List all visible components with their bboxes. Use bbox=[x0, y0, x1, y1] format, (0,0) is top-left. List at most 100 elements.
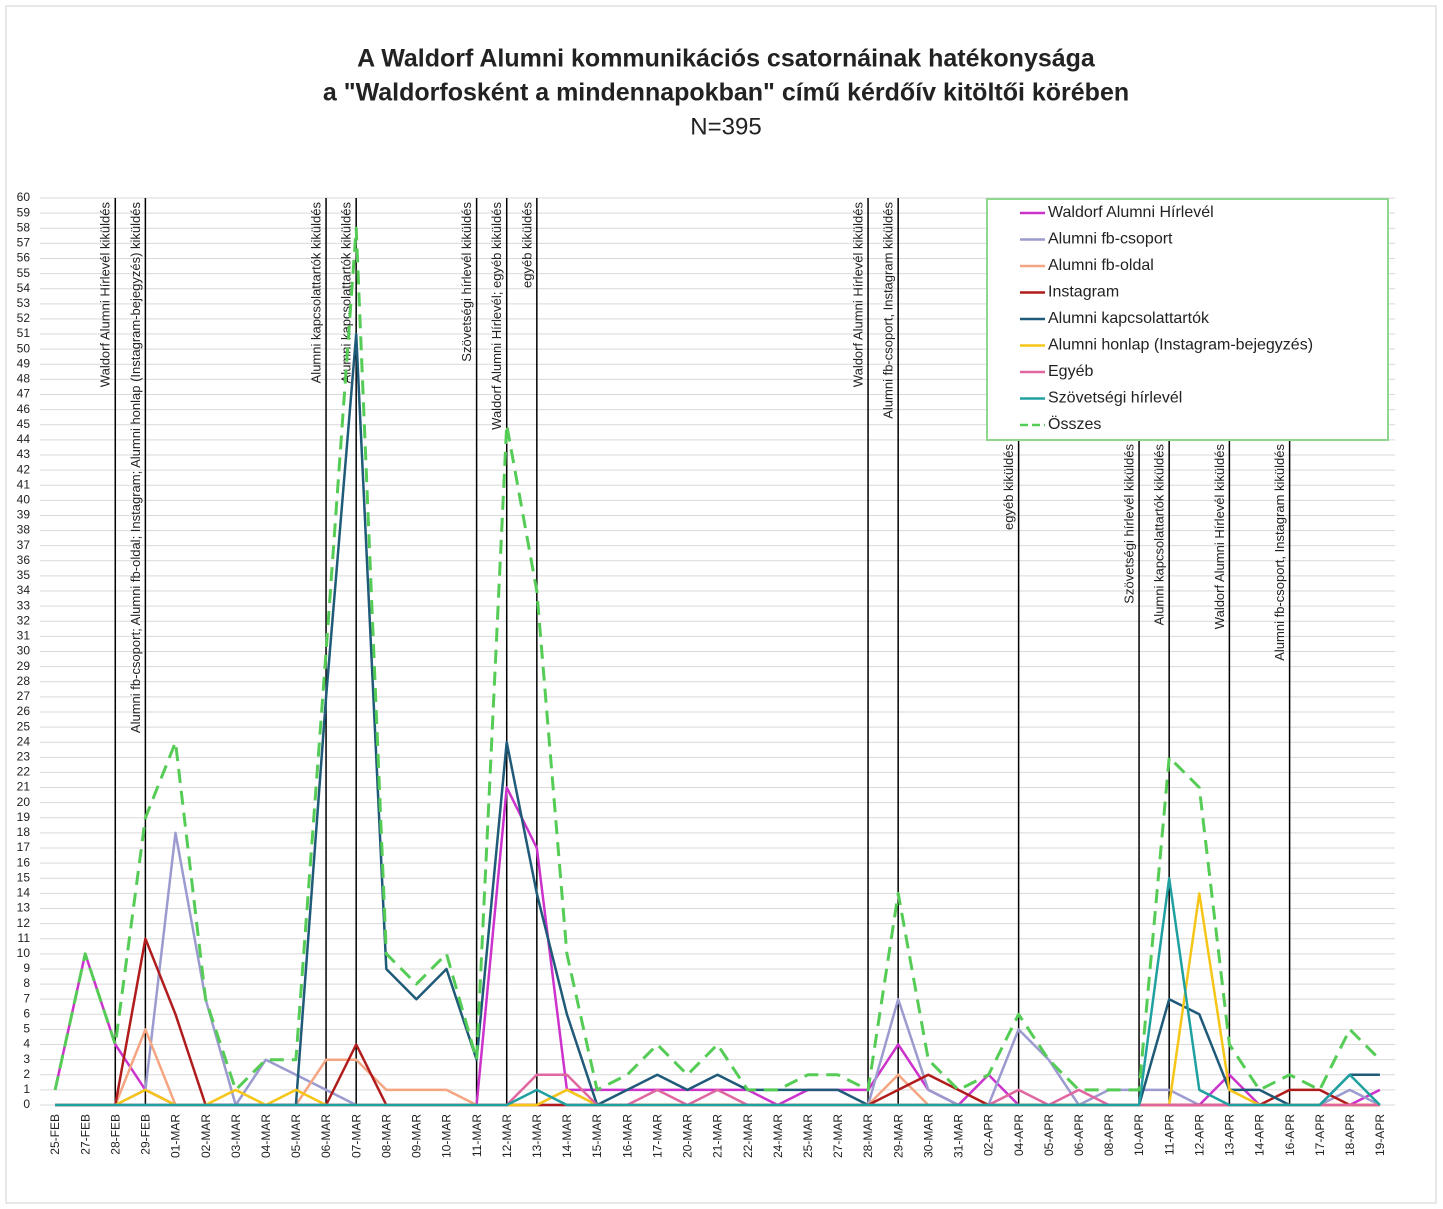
y-tick-label: 56 bbox=[17, 251, 31, 265]
y-tick-label: 39 bbox=[17, 508, 31, 522]
x-tick-label: 18-APR bbox=[1343, 1114, 1357, 1156]
y-tick-label: 60 bbox=[17, 190, 31, 204]
x-tick-label: 13-MAR bbox=[530, 1114, 544, 1158]
legend-label: Instagram bbox=[1048, 284, 1119, 301]
x-tick-label: 06-MAR bbox=[319, 1114, 333, 1158]
x-tick-label: 01-MAR bbox=[169, 1114, 183, 1158]
y-tick-label: 22 bbox=[17, 765, 31, 779]
x-tick-label: 17-APR bbox=[1313, 1114, 1327, 1156]
legend-label: Waldorf Alumni Hírlevél bbox=[1048, 204, 1214, 221]
x-tick-label: 02-MAR bbox=[199, 1114, 213, 1158]
y-tick-label: 41 bbox=[17, 477, 31, 491]
y-tick-label: 59 bbox=[17, 205, 31, 219]
x-tick-label: 08-APR bbox=[1102, 1114, 1116, 1156]
y-tick-label: 7 bbox=[23, 991, 30, 1005]
y-tick-label: 20 bbox=[17, 795, 31, 809]
x-tick-label: 14-APR bbox=[1253, 1114, 1267, 1156]
x-tick-label: 28-MAR bbox=[861, 1114, 875, 1158]
x-tick-label: 06-APR bbox=[1072, 1114, 1086, 1156]
x-tick-label: 24-MAR bbox=[771, 1114, 785, 1158]
y-tick-label: 9 bbox=[23, 961, 30, 975]
x-tick-label: 02-APR bbox=[982, 1114, 996, 1156]
y-tick-label: 38 bbox=[17, 523, 31, 537]
y-tick-label: 31 bbox=[17, 629, 31, 643]
y-tick-label: 47 bbox=[17, 387, 31, 401]
series-line bbox=[55, 877, 1381, 1107]
x-tick-label: 11-MAR bbox=[470, 1114, 484, 1157]
x-tick-label: 25-FEB bbox=[48, 1114, 62, 1155]
x-tick-label: 10-MAR bbox=[440, 1114, 454, 1158]
x-tick-label: 22-MAR bbox=[741, 1114, 755, 1158]
y-tick-label: 4 bbox=[23, 1037, 30, 1051]
y-tick-label: 37 bbox=[17, 538, 31, 552]
y-tick-label: 16 bbox=[17, 855, 31, 869]
y-tick-label: 8 bbox=[23, 976, 30, 990]
y-tick-label: 34 bbox=[17, 583, 31, 597]
y-tick-label: 24 bbox=[17, 734, 31, 748]
chart-subtitle: N=395 bbox=[690, 113, 761, 140]
legend-label: Szövetségi hírlevél bbox=[1048, 390, 1182, 407]
y-tick-label: 30 bbox=[17, 644, 31, 658]
annotation-text: Alumni fb-csoport; Alumni fb-oldal; Inst… bbox=[128, 202, 143, 734]
x-tick-label: 21-MAR bbox=[711, 1114, 725, 1158]
x-tick-label: 15-MAR bbox=[590, 1114, 604, 1158]
x-tick-label: 19-APR bbox=[1373, 1114, 1387, 1156]
legend-label: Összes bbox=[1048, 415, 1101, 433]
annotation-text: Szövetségi hírlevél kiküldés bbox=[1121, 444, 1136, 604]
x-tick-label: 17-MAR bbox=[650, 1114, 664, 1158]
y-tick-label: 35 bbox=[17, 568, 31, 582]
x-tick-label: 28-FEB bbox=[108, 1114, 122, 1155]
x-tick-label: 31-MAR bbox=[952, 1114, 966, 1158]
x-tick-label: 13-APR bbox=[1223, 1114, 1237, 1156]
x-tick-label: 11-APR bbox=[1162, 1114, 1176, 1155]
y-tick-label: 29 bbox=[17, 659, 31, 673]
y-tick-label: 0 bbox=[23, 1097, 30, 1111]
annotation-text: Waldorf Alumni Hírlevél; egyéb kiküldés bbox=[489, 202, 504, 430]
y-tick-label: 52 bbox=[17, 311, 31, 325]
y-tick-label: 18 bbox=[17, 825, 31, 839]
x-tick-label: 04-MAR bbox=[259, 1114, 273, 1158]
x-tick-label: 29-MAR bbox=[891, 1114, 905, 1158]
y-tick-label: 46 bbox=[17, 402, 31, 416]
x-tick-label: 27-FEB bbox=[78, 1114, 92, 1155]
x-tick-label: 25-MAR bbox=[801, 1114, 815, 1158]
y-tick-label: 1 bbox=[23, 1082, 30, 1096]
y-tick-label: 5 bbox=[23, 1022, 30, 1036]
y-tick-label: 15 bbox=[17, 870, 31, 884]
y-tick-label: 58 bbox=[17, 220, 31, 234]
y-tick-label: 6 bbox=[23, 1006, 30, 1020]
x-tick-label: 07-MAR bbox=[349, 1114, 363, 1158]
x-tick-label: 09-MAR bbox=[410, 1114, 424, 1158]
annotation-text: egyéb kiküldés bbox=[519, 202, 534, 288]
x-tick-label: 14-MAR bbox=[560, 1114, 574, 1158]
y-tick-label: 27 bbox=[17, 689, 31, 703]
y-tick-label: 17 bbox=[17, 840, 31, 854]
y-tick-label: 42 bbox=[17, 462, 31, 476]
y-tick-label: 43 bbox=[17, 447, 31, 461]
annotation-text: Waldorf Alumni Hírlevél kiküldés bbox=[98, 202, 113, 388]
x-tick-label: 16-MAR bbox=[620, 1114, 634, 1158]
y-tick-label: 2 bbox=[23, 1067, 30, 1081]
annotation-text: Alumni kapcsolattartók kiküldés bbox=[1152, 444, 1167, 626]
x-tick-label: 30-MAR bbox=[921, 1114, 935, 1158]
y-tick-label: 55 bbox=[17, 266, 31, 280]
x-tick-label: 27-MAR bbox=[831, 1114, 845, 1158]
y-tick-label: 11 bbox=[18, 931, 31, 945]
legend-box bbox=[986, 198, 1389, 441]
y-tick-label: 45 bbox=[17, 417, 31, 431]
annotation-text: Waldorf Alumni Hírlevél kiküldés bbox=[850, 202, 865, 388]
series-line bbox=[53, 226, 1381, 1092]
legend-label: Alumni fb-oldal bbox=[1048, 257, 1154, 274]
y-tick-label: 49 bbox=[17, 356, 31, 370]
legend-label: Alumni fb-csoport bbox=[1048, 231, 1173, 248]
x-tick-label: 05-MAR bbox=[289, 1114, 303, 1158]
y-tick-label: 19 bbox=[17, 810, 31, 824]
annotation-text: Alumni fb-csoport, Instagram kiküldés bbox=[1272, 444, 1287, 661]
y-tick-label: 3 bbox=[23, 1052, 30, 1066]
chart-title: a "Waldorfosként a mindennapokban" című … bbox=[323, 79, 1129, 107]
y-tick-label: 50 bbox=[17, 341, 31, 355]
y-tick-label: 13 bbox=[17, 901, 31, 915]
y-tick-label: 21 bbox=[17, 780, 31, 794]
y-tick-label: 26 bbox=[17, 704, 31, 718]
